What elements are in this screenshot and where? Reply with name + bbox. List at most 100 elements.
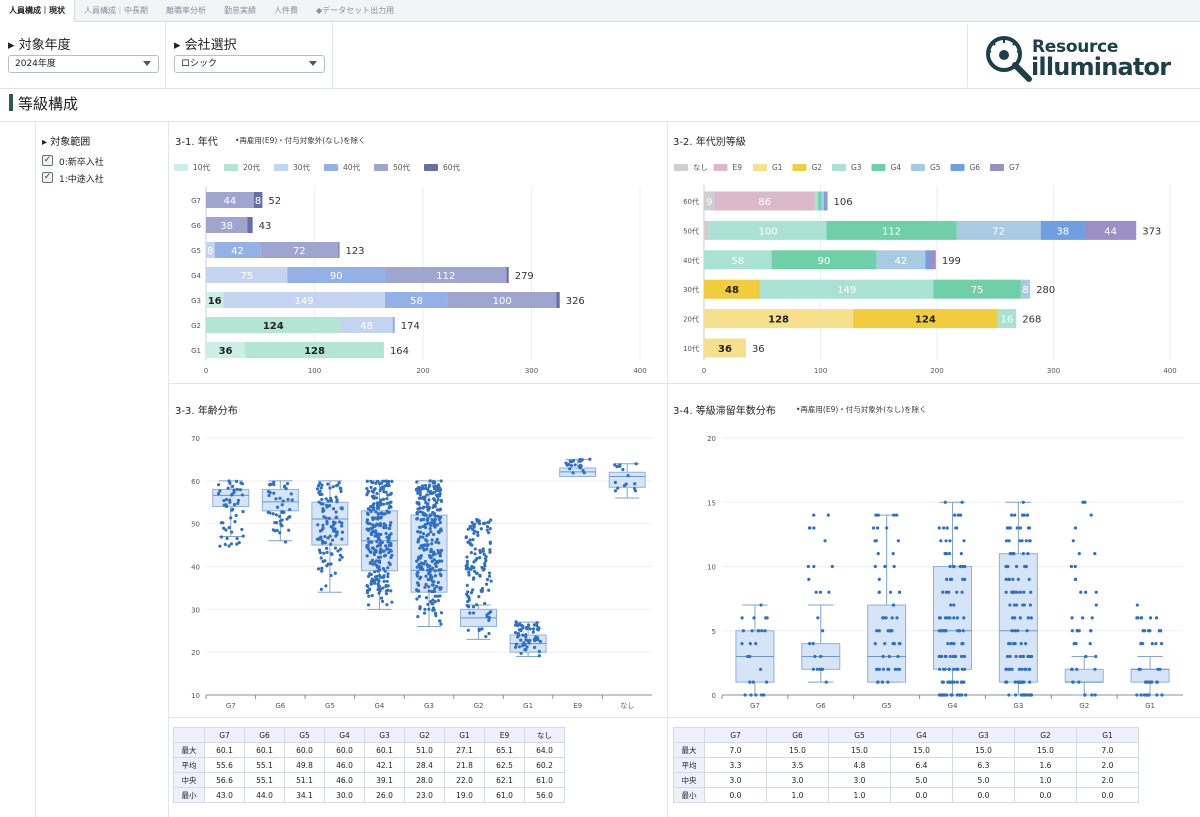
y-tick-label: G2 <box>191 322 201 330</box>
data-point <box>1019 642 1023 646</box>
data-point <box>377 565 381 569</box>
data-point <box>478 573 482 578</box>
bar-value-label: 72 <box>992 226 1005 237</box>
data-point <box>1026 654 1030 659</box>
data-point <box>376 555 381 559</box>
data-point <box>428 479 432 483</box>
data-point <box>278 496 282 500</box>
data-point <box>421 546 425 550</box>
tab-5[interactable]: ◆データセット出力用 <box>316 6 395 15</box>
company-select[interactable]: ロシック <box>174 55 325 73</box>
data-point <box>1007 642 1011 646</box>
data-point <box>235 536 239 541</box>
data-point <box>384 584 388 588</box>
data-point <box>423 585 427 589</box>
bar-segment <box>818 191 822 211</box>
data-point <box>323 541 328 545</box>
data-point <box>227 544 231 548</box>
data-point <box>1089 629 1093 633</box>
data-point <box>383 479 387 483</box>
table-cell: 19.0 <box>444 787 485 803</box>
data-point <box>328 504 332 508</box>
data-point <box>752 616 756 620</box>
data-point <box>423 607 427 611</box>
data-point <box>268 491 272 495</box>
data-point <box>416 538 421 542</box>
data-point <box>438 520 442 525</box>
data-point <box>886 629 890 633</box>
data-point <box>571 459 576 463</box>
bar-value-label: 124 <box>263 321 284 332</box>
data-point <box>1016 577 1020 581</box>
data-point <box>1014 654 1018 659</box>
data-point <box>433 574 438 578</box>
table-row: 平均 3.3 3.5 4.8 6.4 6.3 1.6 2.0 <box>673 757 1139 773</box>
y-tick-label: 10 <box>707 564 716 572</box>
data-point <box>476 533 480 537</box>
data-point <box>877 629 881 633</box>
tab-0[interactable]: 人員構成｜現状 <box>0 0 75 22</box>
data-point <box>475 603 479 607</box>
data-point <box>439 479 443 483</box>
data-point <box>418 546 422 550</box>
table-cell: 1.0 <box>766 787 829 803</box>
tab-3[interactable]: 勤怠実績 <box>224 6 256 15</box>
year-filter-label: ▸ 対象年度 <box>8 38 71 53</box>
data-point <box>947 552 952 556</box>
data-point <box>420 565 424 569</box>
data-point <box>375 544 379 548</box>
data-point <box>386 566 390 570</box>
data-point <box>464 535 468 540</box>
data-point <box>1089 513 1093 517</box>
data-point <box>423 483 428 488</box>
tab-4[interactable]: 人件費 <box>274 6 298 15</box>
data-point <box>366 512 370 516</box>
bar-segment <box>247 217 253 233</box>
table-cell: 62.5 <box>484 757 525 773</box>
x-tick-label: 0 <box>204 367 208 375</box>
data-point <box>890 616 894 620</box>
data-point <box>1090 693 1094 697</box>
tab-1[interactable]: 人員構成｜中長期 <box>84 6 148 15</box>
x-tick-label: G2 <box>474 702 484 710</box>
data-point <box>519 651 523 656</box>
data-point <box>1005 667 1009 671</box>
legend-swatch <box>274 164 288 171</box>
data-point <box>1075 629 1079 633</box>
bar-value-label: 112 <box>436 271 455 282</box>
data-point <box>439 559 444 563</box>
data-point <box>378 488 382 492</box>
data-point <box>280 510 284 515</box>
tab-bar: 人員構成｜現状 人員構成｜中長期 離職率分析 勤怠実績 人件費 ◆データセット出力用 <box>0 0 1200 22</box>
data-point <box>1013 513 1017 517</box>
bar-value-label: 90 <box>330 271 343 282</box>
table-cell: 55.1 <box>244 772 285 788</box>
table-column-header: G2 <box>1014 727 1077 743</box>
data-point <box>320 569 324 573</box>
data-point <box>429 547 433 552</box>
bar-value-label: 128 <box>768 315 789 326</box>
legend-label: 20代 <box>243 162 261 172</box>
table-cell: 15.0 <box>890 742 953 758</box>
data-point <box>222 503 226 507</box>
data-point <box>437 517 442 522</box>
bar-segment <box>823 191 826 211</box>
data-point <box>891 642 895 646</box>
year-select[interactable]: 2024年度 <box>8 55 159 73</box>
data-point <box>1021 693 1025 697</box>
tab-2[interactable]: 離職率分析 <box>166 6 206 15</box>
data-point <box>571 471 575 475</box>
data-point <box>1155 680 1159 684</box>
data-point <box>947 667 951 671</box>
data-point <box>382 526 386 530</box>
data-point <box>580 458 584 462</box>
data-point <box>1160 693 1164 697</box>
data-point <box>962 680 966 684</box>
legend-swatch <box>324 164 338 171</box>
checkbox-new-grad[interactable]: ✓ <box>42 155 53 166</box>
checkbox-mid-career[interactable]: ✓ <box>42 172 53 183</box>
data-point <box>478 550 482 555</box>
data-point <box>1020 667 1024 671</box>
bar-value-label: 44 <box>224 196 237 207</box>
data-point <box>961 564 965 569</box>
